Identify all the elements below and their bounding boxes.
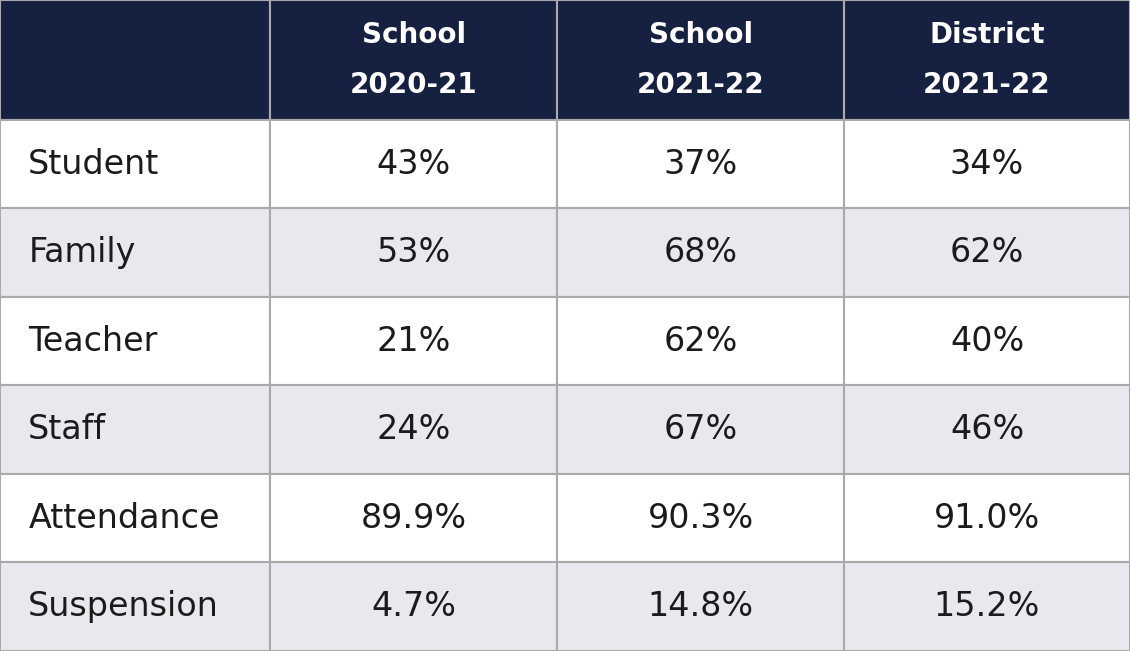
Text: 21%: 21% xyxy=(376,325,451,357)
Bar xyxy=(557,562,844,651)
Text: 37%: 37% xyxy=(663,148,738,180)
Bar xyxy=(557,474,844,562)
Text: 68%: 68% xyxy=(663,236,738,269)
Text: 15.2%: 15.2% xyxy=(933,590,1041,623)
Bar xyxy=(844,474,1130,562)
Bar xyxy=(844,297,1130,385)
Text: 67%: 67% xyxy=(663,413,738,446)
Bar xyxy=(557,385,844,474)
Bar xyxy=(844,0,1130,120)
Bar xyxy=(0,208,270,297)
Text: 2021-22: 2021-22 xyxy=(637,70,764,99)
Text: Teacher: Teacher xyxy=(28,325,157,357)
Bar xyxy=(557,208,844,297)
Bar xyxy=(0,562,270,651)
Bar xyxy=(0,474,270,562)
Text: Family: Family xyxy=(28,236,136,269)
Text: 89.9%: 89.9% xyxy=(360,502,467,534)
Text: Student: Student xyxy=(28,148,159,180)
Text: 90.3%: 90.3% xyxy=(647,502,754,534)
Text: 2021-22: 2021-22 xyxy=(923,70,1051,99)
Text: District: District xyxy=(929,21,1045,49)
Bar xyxy=(270,562,557,651)
Bar xyxy=(270,385,557,474)
Bar xyxy=(557,0,844,120)
Bar xyxy=(557,297,844,385)
Bar xyxy=(0,120,270,208)
Bar xyxy=(270,297,557,385)
Text: Attendance: Attendance xyxy=(28,502,219,534)
Text: 91.0%: 91.0% xyxy=(933,502,1041,534)
Text: Staff: Staff xyxy=(28,413,106,446)
Bar xyxy=(270,208,557,297)
Bar xyxy=(844,208,1130,297)
Text: 43%: 43% xyxy=(376,148,451,180)
Bar xyxy=(844,385,1130,474)
Text: 62%: 62% xyxy=(663,325,738,357)
Text: 24%: 24% xyxy=(376,413,451,446)
Text: 53%: 53% xyxy=(376,236,451,269)
Text: 62%: 62% xyxy=(950,236,1024,269)
Text: 34%: 34% xyxy=(950,148,1024,180)
Bar xyxy=(270,474,557,562)
Text: Suspension: Suspension xyxy=(28,590,219,623)
Bar xyxy=(844,562,1130,651)
Bar xyxy=(557,120,844,208)
Bar xyxy=(270,0,557,120)
Text: 46%: 46% xyxy=(950,413,1024,446)
Bar xyxy=(0,0,270,120)
Text: 4.7%: 4.7% xyxy=(371,590,457,623)
Bar xyxy=(270,120,557,208)
Text: School: School xyxy=(362,21,466,49)
Bar xyxy=(0,385,270,474)
Text: School: School xyxy=(649,21,753,49)
Text: 14.8%: 14.8% xyxy=(647,590,754,623)
Bar xyxy=(844,120,1130,208)
Text: 2020-21: 2020-21 xyxy=(350,70,477,99)
Bar xyxy=(0,297,270,385)
Text: 40%: 40% xyxy=(950,325,1024,357)
